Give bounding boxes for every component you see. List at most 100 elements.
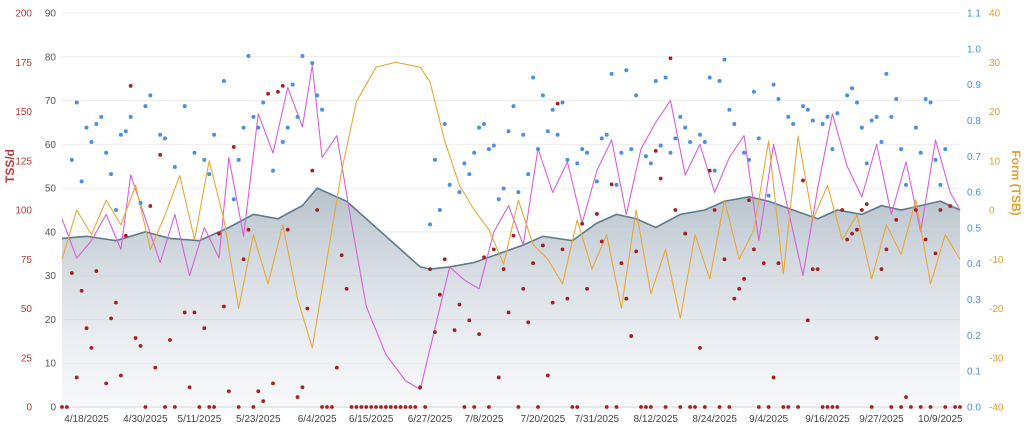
- tss-point: [217, 231, 221, 236]
- if-point: [913, 125, 918, 130]
- if-tick-label: 0.7: [967, 152, 981, 163]
- tss-point: [712, 208, 717, 212]
- x-tick-label: 8/12/2025: [634, 414, 679, 425]
- tss-axis-title: TSS/d: [3, 149, 17, 183]
- tss-point: [575, 405, 580, 409]
- tss-point: [904, 395, 908, 400]
- if-point: [89, 139, 94, 144]
- tss-point: [609, 182, 614, 187]
- tss-point: [153, 365, 158, 370]
- if-point: [732, 122, 737, 127]
- if-point: [535, 147, 540, 152]
- tss-point: [933, 251, 938, 256]
- tss-point: [707, 168, 712, 173]
- tss-point: [477, 332, 482, 337]
- tss-point: [202, 326, 207, 331]
- if-point: [609, 71, 614, 76]
- x-tick-label: 7/8/2025: [465, 414, 504, 425]
- if-point: [472, 150, 477, 155]
- tss-point: [212, 405, 217, 409]
- x-tick-label: 4/30/2025: [123, 414, 168, 425]
- tss-point: [207, 405, 212, 409]
- if-point: [565, 157, 570, 162]
- load-tick-label: 20: [45, 315, 57, 326]
- if-point: [207, 172, 212, 177]
- tss-point: [457, 302, 462, 307]
- if-point: [864, 161, 869, 166]
- if-point: [634, 93, 639, 98]
- if-point: [290, 82, 295, 87]
- if-point: [310, 61, 315, 66]
- tss-point: [938, 208, 943, 212]
- if-point: [835, 111, 840, 116]
- if-point: [575, 161, 580, 166]
- if-point: [172, 165, 177, 170]
- if-point: [128, 114, 133, 119]
- if-point: [104, 150, 109, 155]
- if-point: [874, 114, 879, 119]
- tss-point: [516, 405, 521, 409]
- if-point: [585, 150, 590, 155]
- if-tick-label: 0.9: [967, 80, 981, 91]
- tss-point: [339, 253, 344, 258]
- load-tick-label: 40: [45, 227, 57, 238]
- tss-point: [668, 56, 673, 61]
- tss-point: [172, 405, 177, 409]
- tss-point: [60, 405, 64, 409]
- if-point: [800, 104, 805, 109]
- tss-point: [747, 198, 751, 203]
- if-point: [702, 139, 707, 144]
- axes-layer: 0255075100125150175200010203040506070809…: [15, 9, 1004, 426]
- if-tick-label: 1.1: [967, 9, 981, 20]
- tss-point: [722, 257, 727, 262]
- tss-point: [913, 208, 918, 212]
- tss-point: [388, 405, 393, 409]
- tss-point: [702, 405, 707, 409]
- if-point: [236, 157, 241, 162]
- lines-layer: [61, 61, 961, 391]
- if-point: [751, 89, 756, 94]
- tss-point: [604, 405, 609, 409]
- tss-point: [65, 405, 69, 409]
- tss-point: [256, 389, 261, 394]
- x-tick-label: 6/4/2025: [298, 414, 337, 425]
- if-tick-label: 0.8: [967, 116, 981, 127]
- tss-point: [545, 373, 550, 378]
- tss-point: [334, 365, 339, 370]
- if-point: [491, 143, 496, 148]
- if-point: [850, 86, 855, 91]
- x-tick-label: 6/15/2025: [349, 414, 394, 425]
- if-point: [428, 222, 433, 227]
- if-point: [697, 132, 702, 137]
- if-point: [820, 122, 825, 127]
- if-point: [668, 150, 673, 155]
- load-tick-label: 70: [45, 96, 57, 107]
- tss-point: [639, 405, 643, 409]
- tss-point: [958, 405, 962, 409]
- tss-point: [830, 405, 835, 409]
- fitness-area: [62, 188, 960, 407]
- tss-point: [540, 243, 545, 248]
- x-tick-label: 4/18/2025: [64, 414, 109, 425]
- if-point: [138, 200, 143, 205]
- tss-point: [472, 405, 477, 409]
- tss-point: [329, 405, 334, 409]
- tss-point: [231, 145, 236, 149]
- tss-point: [138, 344, 143, 348]
- tss-point: [805, 318, 810, 323]
- if-point: [192, 150, 197, 155]
- if-point: [555, 132, 560, 137]
- if-point: [462, 161, 467, 166]
- if-point: [879, 139, 884, 144]
- tss-point: [644, 405, 648, 409]
- if-point: [727, 107, 732, 112]
- tss-point: [948, 204, 953, 208]
- tss-point: [501, 267, 506, 271]
- tss-point: [379, 405, 383, 409]
- if-tick-label: 0.2: [967, 331, 981, 342]
- tss-point: [599, 239, 604, 244]
- if-point: [295, 114, 300, 119]
- load-tick-label: 0: [50, 403, 56, 414]
- if-point: [320, 107, 325, 112]
